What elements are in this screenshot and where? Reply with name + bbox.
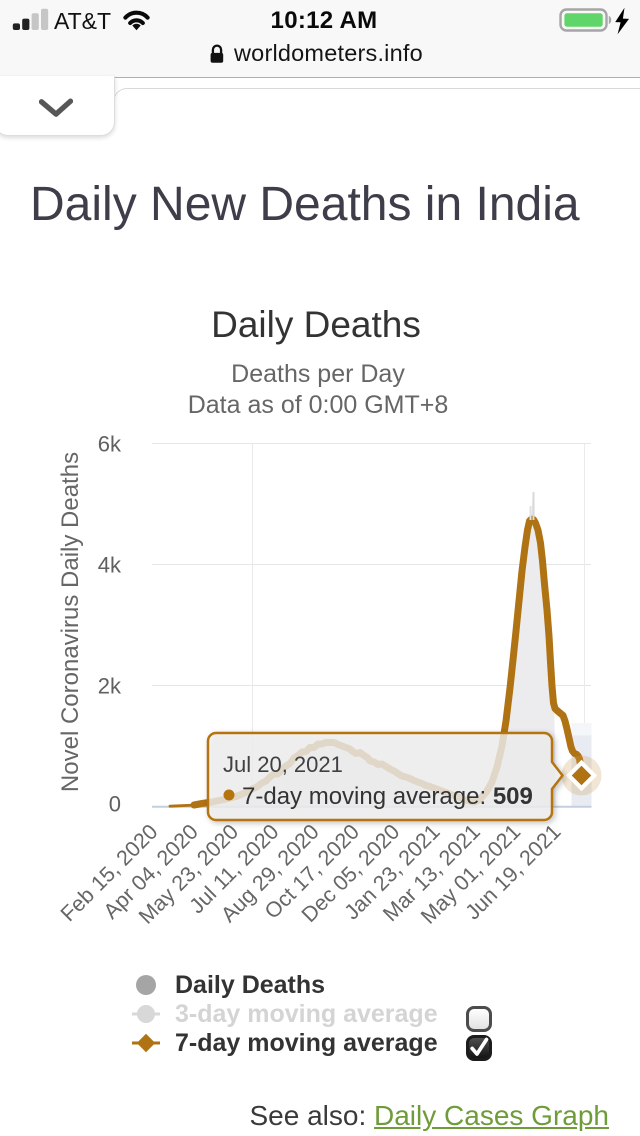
svg-text:4k: 4k bbox=[98, 553, 122, 578]
svg-text:2k: 2k bbox=[98, 674, 122, 699]
svg-text:Jul 20, 2021: Jul 20, 2021 bbox=[223, 752, 343, 777]
svg-text:7-day moving average: 7-day moving average bbox=[175, 1029, 438, 1057]
svg-text:Daily Deaths: Daily Deaths bbox=[175, 971, 325, 999]
svg-text:7-day moving average: 509: 7-day moving average: 509 bbox=[242, 783, 533, 810]
svg-text:6k: 6k bbox=[98, 432, 122, 457]
svg-text:0: 0 bbox=[109, 792, 121, 817]
svg-text:Novel Coronavirus Daily Deaths: Novel Coronavirus Daily Deaths bbox=[57, 452, 84, 792]
svg-text:3-day moving average: 3-day moving average bbox=[175, 1000, 438, 1028]
